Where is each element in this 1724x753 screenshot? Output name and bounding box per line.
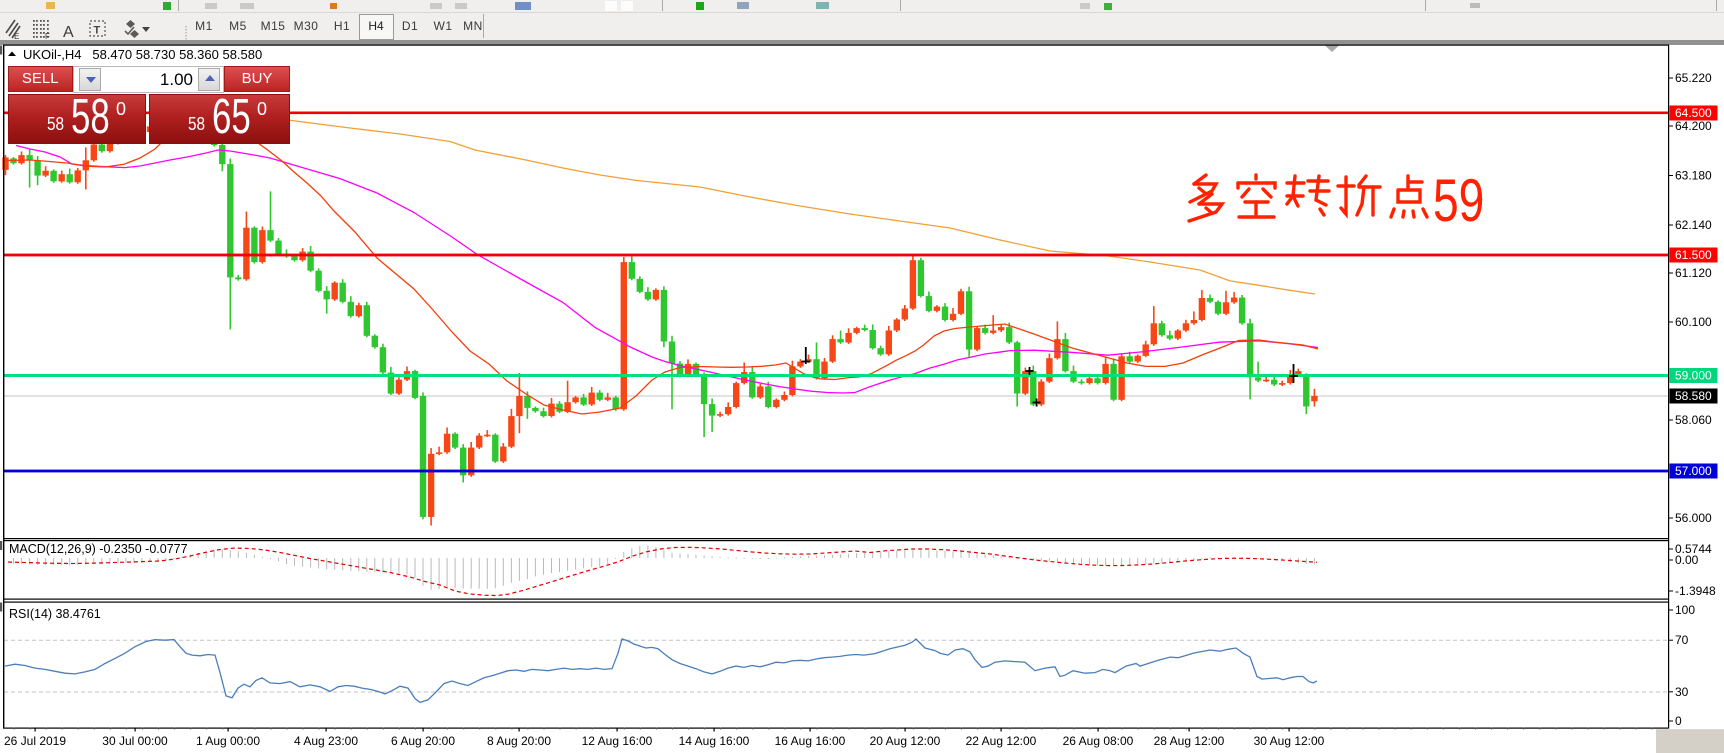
svg-text:RSI(14) 38.4761: RSI(14) 38.4761 [9,607,101,621]
svg-text:26 Aug 08:00: 26 Aug 08:00 [1063,734,1134,748]
svg-text:100: 100 [1675,603,1695,617]
svg-text:58.580: 58.580 [1675,389,1712,403]
svg-text:12 Aug 16:00: 12 Aug 16:00 [582,734,653,748]
svg-text:A: A [63,24,74,40]
svg-text:22 Aug 12:00: 22 Aug 12:00 [966,734,1037,748]
svg-text:4 Aug 23:00: 4 Aug 23:00 [294,734,358,748]
svg-text:30 Jul 00:00: 30 Jul 00:00 [102,734,168,748]
svg-text:8 Aug 20:00: 8 Aug 20:00 [487,734,551,748]
svg-text:59.000: 59.000 [1675,369,1712,383]
svg-text:20 Aug 12:00: 20 Aug 12:00 [870,734,941,748]
svg-text:-1.3948: -1.3948 [1675,584,1716,598]
svg-text:57.000: 57.000 [1675,464,1712,478]
svg-text:58.060: 58.060 [1675,413,1712,427]
svg-text:63.180: 63.180 [1675,169,1712,183]
svg-text:59: 59 [1433,168,1484,234]
svg-text:64.200: 64.200 [1675,119,1712,133]
svg-text:70: 70 [1675,633,1689,647]
svg-text:MACD(12,26,9) -0.2350 -0.0777: MACD(12,26,9) -0.2350 -0.0777 [9,542,188,556]
svg-text:30: 30 [1675,685,1689,699]
svg-text:E: E [14,32,19,40]
svg-text:T: T [94,25,101,37]
svg-text:28 Aug 12:00: 28 Aug 12:00 [1154,734,1225,748]
svg-text:56.000: 56.000 [1675,511,1712,525]
svg-text:65.220: 65.220 [1675,71,1712,85]
svg-text:61.500: 61.500 [1675,248,1712,262]
svg-text:UKOil-,H4 58.470 58.730 58.3: UKOil-,H4 58.470 58.730 58.360 58.580 [23,47,262,62]
svg-text:64.500: 64.500 [1675,106,1712,120]
svg-text:1 Aug 00:00: 1 Aug 00:00 [196,734,260,748]
svg-text:62.140: 62.140 [1675,218,1712,232]
svg-text:0.5744: 0.5744 [1675,542,1712,556]
svg-text:61.120: 61.120 [1675,266,1712,280]
svg-text:14 Aug 16:00: 14 Aug 16:00 [679,734,750,748]
svg-text:26 Jul 2019: 26 Jul 2019 [4,734,66,748]
svg-text:0: 0 [1675,714,1682,728]
svg-text:60.100: 60.100 [1675,315,1712,329]
svg-text:30 Aug 12:00: 30 Aug 12:00 [1254,734,1325,748]
svg-text:F: F [45,32,50,40]
svg-text:0.00: 0.00 [1675,553,1699,567]
svg-text:16 Aug 16:00: 16 Aug 16:00 [775,734,846,748]
svg-text:6 Aug 20:00: 6 Aug 20:00 [391,734,455,748]
